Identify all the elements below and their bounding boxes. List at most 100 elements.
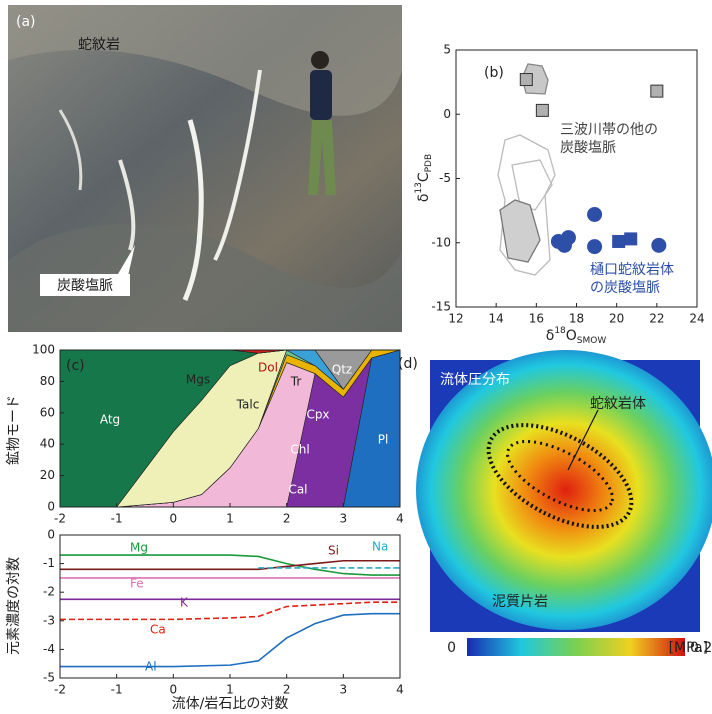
y-tick-label: -5	[439, 171, 451, 185]
plot-frame	[60, 535, 400, 678]
annotation: の炭酸塩脈	[590, 280, 660, 296]
pressure-field	[416, 350, 712, 630]
x-tick-label: -2	[54, 683, 66, 697]
y-tick-label: 20	[40, 468, 55, 482]
map-title: 流体圧分布	[440, 372, 510, 388]
point	[588, 207, 602, 221]
x-tick-label: 3	[340, 683, 348, 697]
line	[60, 602, 400, 619]
torso	[310, 70, 332, 120]
y-tick-label: 100	[32, 343, 55, 357]
y-tick-label: 60	[40, 405, 55, 419]
y-tick-label: 40	[40, 437, 55, 451]
area-label: Cal	[288, 483, 307, 497]
y-tick-label: 0	[47, 528, 55, 542]
x-tick-label: 1	[226, 683, 234, 697]
line-label: Fe	[130, 577, 144, 591]
line	[60, 614, 400, 667]
y-tick-label: -1	[43, 556, 55, 570]
y-tick-label: -4	[43, 642, 55, 656]
x-tick-label: 4	[396, 512, 404, 526]
y-axis-label: 鉱物モード	[6, 395, 22, 465]
x-tick-label: 1	[226, 512, 234, 526]
line-label: Mg	[130, 541, 148, 555]
x-tick-label: 16	[529, 312, 544, 326]
figure: (a) 蛇紋岩 炭酸塩脈 (d) 流体圧分布 蛇紋岩体 泥質片岩 0 0.25 …	[0, 0, 712, 714]
x-tick-label: -2	[54, 512, 66, 526]
point	[652, 238, 666, 252]
area-label: Talc	[236, 398, 260, 412]
area-label: Tr	[290, 375, 302, 389]
line-label: Ca	[150, 623, 166, 637]
area-label: Dol	[258, 361, 278, 375]
x-tick-label: 0	[170, 512, 178, 526]
point	[536, 104, 548, 116]
y-tick-label: -5	[43, 671, 55, 685]
point	[520, 74, 532, 86]
host-label: 泥質片岩	[492, 593, 548, 610]
annotation: 樋口蛇紋岩体	[590, 262, 674, 278]
y-tick-label: 0	[47, 500, 55, 514]
line-label: K	[180, 596, 189, 610]
label-part: 13	[414, 182, 424, 193]
x-tick-label: 2	[283, 683, 291, 697]
x-tick-label: 18	[569, 312, 584, 326]
panel-label: (c)	[66, 358, 85, 374]
label-part: δ	[416, 194, 432, 203]
area-label: Atg	[100, 413, 120, 427]
panel-label: (b)	[484, 65, 504, 81]
x-tick-label: 22	[649, 312, 664, 326]
label-part: C	[416, 172, 432, 182]
colorbar-unit: [MPa]	[669, 640, 708, 656]
x-axis-label: 流体/岩石比の対数	[172, 696, 289, 712]
panel-label: (a)	[16, 14, 36, 30]
y-tick-label: -10	[431, 235, 451, 249]
label-part: PDB	[424, 154, 434, 173]
x-tick-label: 3	[340, 512, 348, 526]
point	[651, 85, 663, 97]
line	[60, 555, 400, 575]
annotation: 炭酸塩脈	[560, 140, 616, 156]
x-axis-label: δ18OSMOW	[546, 326, 607, 346]
y-tick-label: -15	[431, 300, 451, 314]
point	[588, 240, 602, 254]
x-tick-label: 24	[689, 312, 704, 326]
point	[613, 235, 625, 247]
colorbar	[467, 638, 685, 656]
area-label: Qtz	[332, 363, 352, 377]
point	[561, 231, 575, 245]
x-tick-label: 20	[609, 312, 624, 326]
annotation: 三波川帯の他の	[560, 122, 658, 138]
page: { "panel_a": {"label": "(a)", "rock": "蛇…	[0, 0, 712, 714]
field-outlines	[498, 64, 555, 275]
line-label: Si	[328, 544, 339, 558]
label-part: SMOW	[577, 336, 607, 346]
label-part: δ	[546, 328, 555, 344]
x-tick-label: -1	[111, 512, 123, 526]
body-label: 蛇紋岩体	[590, 396, 646, 412]
y-tick-label: 0	[443, 107, 451, 121]
rock-label: 蛇紋岩	[78, 37, 120, 53]
colorbar-min: 0	[447, 640, 456, 656]
area-label: Mgs	[186, 373, 210, 387]
label-part: 18	[554, 326, 566, 336]
x-tick-label: -1	[111, 683, 123, 697]
head	[311, 51, 329, 69]
label-part: O	[566, 328, 577, 344]
line-label: Na	[372, 540, 388, 554]
y-tick-label: 5	[443, 43, 451, 57]
x-tick-label: 14	[489, 312, 504, 326]
y-tick-label: -2	[43, 585, 55, 599]
pressure-map	[416, 350, 712, 656]
line-label: Al	[145, 660, 157, 674]
area-label: Chl	[290, 443, 309, 457]
x-tick-label: 0	[170, 683, 178, 697]
y-axis-label: 元素濃度の対数	[6, 557, 22, 655]
panel-label: (d)	[398, 356, 418, 372]
y-tick-label: 80	[40, 374, 55, 388]
area-label: Pl	[378, 433, 389, 447]
x-tick-label: 12	[448, 312, 463, 326]
y-tick-label: -3	[43, 613, 55, 627]
x-tick-label: 4	[396, 683, 404, 697]
area-label: Cpx	[306, 408, 329, 422]
